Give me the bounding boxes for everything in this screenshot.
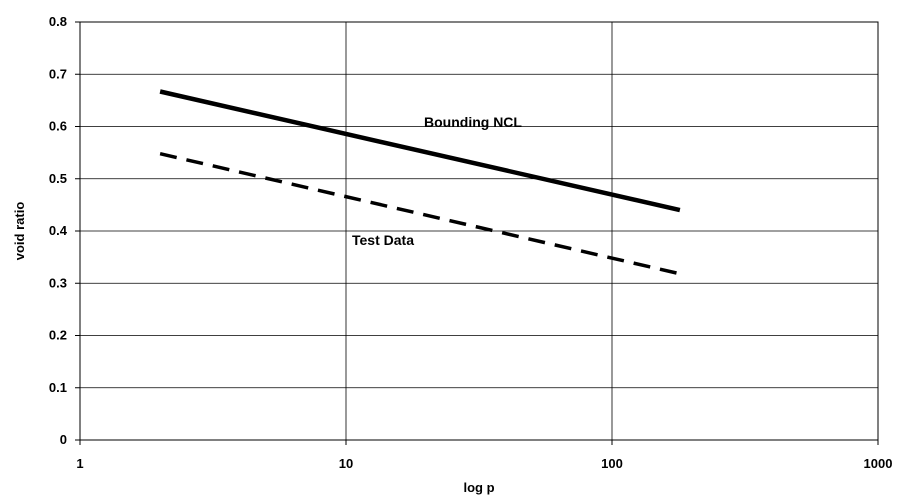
x-tick-label: 1	[76, 456, 83, 471]
grid-lines	[80, 22, 878, 440]
y-tick-label: 0.6	[49, 119, 67, 134]
annotation-bounding-ncl: Bounding NCL	[424, 114, 522, 130]
x-tick-labels: 1 10 100 1000	[76, 440, 892, 471]
y-tick-label: 0.7	[49, 66, 67, 81]
annotation-test-data: Test Data	[352, 232, 414, 248]
series-line-bounding-ncl	[159, 89, 681, 213]
y-tick-label: 0.3	[49, 275, 67, 290]
x-tick-label: 10	[339, 456, 353, 471]
y-tick-label: 0.1	[49, 380, 67, 395]
series-line-test-data	[159, 151, 681, 276]
y-tick-label: 0.4	[49, 223, 68, 238]
x-tick-label: 100	[601, 456, 623, 471]
y-tick-label: 0.2	[49, 328, 67, 343]
y-tick-labels: 0 0.1 0.2 0.3 0.4 0.5 0.6 0.7 0.8	[49, 14, 80, 447]
series-lines	[159, 89, 681, 276]
y-axis-label: void ratio	[12, 202, 27, 261]
y-tick-label: 0.8	[49, 14, 67, 29]
x-axis-label: log p	[463, 480, 494, 495]
x-tick-label: 1000	[864, 456, 893, 471]
y-tick-label: 0	[60, 432, 67, 447]
y-tick-label: 0.5	[49, 171, 67, 186]
